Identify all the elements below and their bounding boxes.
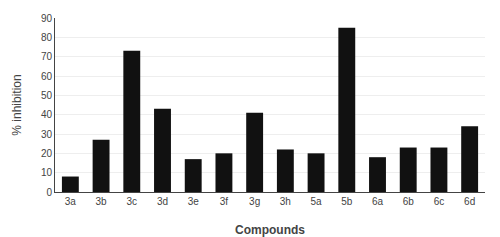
svg-text:3e: 3e [188,196,200,207]
svg-text:3f: 3f [220,196,229,207]
svg-text:6b: 6b [403,196,415,207]
svg-text:5a: 5a [311,196,323,207]
svg-text:% inhibition: % inhibition [10,74,24,135]
svg-text:3h: 3h [280,196,291,207]
svg-text:30: 30 [41,129,53,140]
svg-text:10: 10 [41,167,53,178]
svg-text:3b: 3b [96,196,108,207]
svg-text:80: 80 [41,32,53,43]
svg-text:60: 60 [41,71,53,82]
svg-text:20: 20 [41,148,53,159]
svg-text:70: 70 [41,51,53,62]
svg-text:0: 0 [46,187,52,198]
svg-text:3a: 3a [65,196,77,207]
svg-text:50: 50 [41,90,53,101]
svg-text:6c: 6c [434,196,445,207]
svg-text:Compounds: Compounds [235,223,305,237]
svg-text:40: 40 [41,109,53,120]
svg-text:90: 90 [41,13,53,24]
svg-text:6d: 6d [464,196,475,207]
svg-text:6a: 6a [372,196,384,207]
svg-text:3g: 3g [249,196,260,207]
svg-text:5b: 5b [341,196,353,207]
svg-text:3c: 3c [127,196,138,207]
svg-text:3d: 3d [157,196,168,207]
